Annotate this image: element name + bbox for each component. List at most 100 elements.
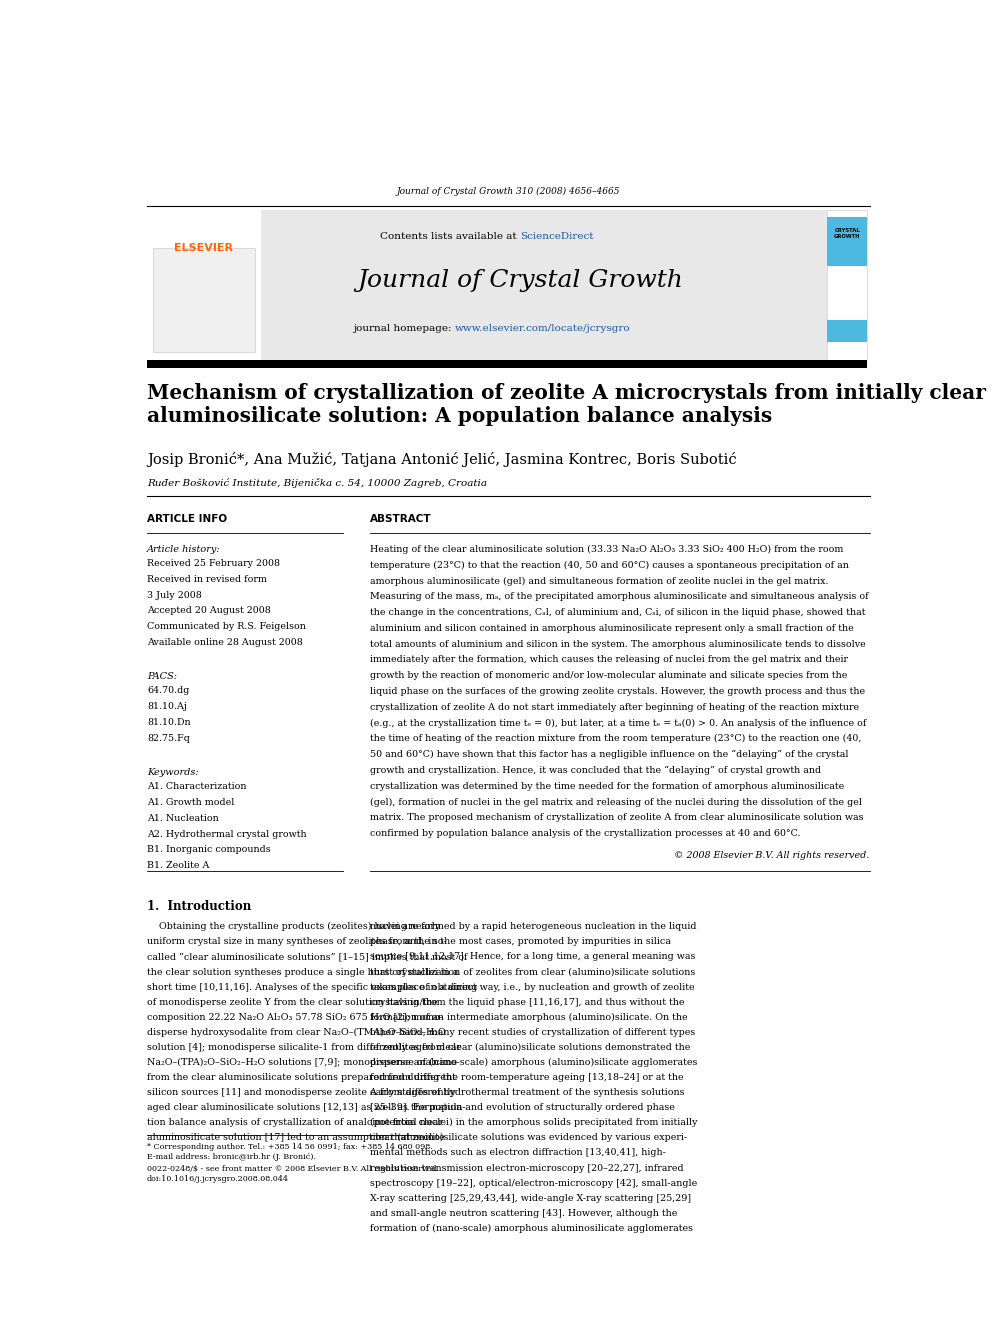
Text: temperature (23°C) to that the reaction (40, 50 and 60°C) causes a spontaneous p: temperature (23°C) to that the reaction … <box>370 561 849 570</box>
Bar <box>827 209 867 360</box>
Text: Journal of Crystal Growth 310 (2008) 4656–4665: Journal of Crystal Growth 310 (2008) 465… <box>397 188 620 196</box>
Text: composition 22.22 Na₂O Al₂O₃ 57.78 SiO₂ 675 H₂O [2]; mono-: composition 22.22 Na₂O Al₂O₃ 57.78 SiO₂ … <box>147 1012 443 1021</box>
Text: Obtaining the crystalline products (zeolites) having nearly: Obtaining the crystalline products (zeol… <box>147 922 440 931</box>
Bar <box>147 360 867 368</box>
Text: the time of heating of the reaction mixture from the room temperature (23°C) to : the time of heating of the reaction mixt… <box>370 734 861 744</box>
Text: called “clear aluminosilicate solutions” [1–15] implies that most of: called “clear aluminosilicate solutions”… <box>147 953 467 962</box>
Text: early stages of hydrothermal treatment of the synthesis solutions: early stages of hydrothermal treatment o… <box>370 1088 684 1097</box>
Text: confirmed by population balance analysis of the crystallization processes at 40 : confirmed by population balance analysis… <box>370 830 801 837</box>
Text: E-mail address: bronic@irb.hr (J. Bronić).: E-mail address: bronic@irb.hr (J. Bronić… <box>147 1154 316 1162</box>
Text: ScienceDirect: ScienceDirect <box>520 232 593 241</box>
Text: Available online 28 August 2008: Available online 28 August 2008 <box>147 638 303 647</box>
Text: crystallization of zeolite A do not start immediately after beginning of heating: crystallization of zeolite A do not star… <box>370 703 859 712</box>
Text: formed during the room-temperature ageing [13,18–24] or at the: formed during the room-temperature agein… <box>370 1073 683 1082</box>
Text: nuclei are formed by a rapid heterogeneous nucleation in the liquid: nuclei are formed by a rapid heterogeneo… <box>370 922 696 931</box>
Text: aluminosilicate solution [17] led to an assumption that zeolite: aluminosilicate solution [17] led to an … <box>147 1134 444 1142</box>
Text: A1. Growth model: A1. Growth model <box>147 798 234 807</box>
Text: (gel), formation of nuclei in the gel matrix and releasing of the nuclei during : (gel), formation of nuclei in the gel ma… <box>370 798 862 807</box>
Text: Article history:: Article history: <box>147 545 220 554</box>
Text: growth and crystallization. Hence, it was concluded that the “delaying” of cryst: growth and crystallization. Hence, it wa… <box>370 766 821 775</box>
Text: 1.  Introduction: 1. Introduction <box>147 900 251 913</box>
Text: Received 25 February 2008: Received 25 February 2008 <box>147 560 280 568</box>
Text: spectroscopy [19–22], optical/electron-microscopy [42], small-angle: spectroscopy [19–22], optical/electron-m… <box>370 1179 697 1188</box>
Text: solution [4]; monodisperse silicalite-1 from differently aged clear: solution [4]; monodisperse silicalite-1 … <box>147 1043 461 1052</box>
Bar <box>827 217 867 266</box>
Text: that crystallization of zeolites from clear (alumino)silicate solutions: that crystallization of zeolites from cl… <box>370 967 695 976</box>
Text: tion balance analysis of crystallization of analcime from clear: tion balance analysis of crystallization… <box>147 1118 443 1127</box>
Text: © 2008 Elsevier B.V. All rights reserved.: © 2008 Elsevier B.V. All rights reserved… <box>675 851 870 860</box>
Text: total amounts of aluminium and silicon in the system. The amorphous aluminosilic: total amounts of aluminium and silicon i… <box>370 639 866 648</box>
Text: A1. Characterization: A1. Characterization <box>147 782 247 791</box>
Text: ELSEVIER: ELSEVIER <box>175 243 233 253</box>
Bar <box>147 209 261 360</box>
Text: Measuring of the mass, mₐ, of the precipitated amorphous aluminosilicate and sim: Measuring of the mass, mₐ, of the precip… <box>370 593 869 601</box>
Text: doi:10.1016/j.jcrysgro.2008.08.044: doi:10.1016/j.jcrysgro.2008.08.044 <box>147 1175 289 1184</box>
Text: Contents lists available at: Contents lists available at <box>380 232 520 241</box>
Bar <box>153 249 255 352</box>
Text: A1. Nucleation: A1. Nucleation <box>147 814 219 823</box>
Text: mental methods such as electron diffraction [13,40,41], high-: mental methods such as electron diffract… <box>370 1148 666 1158</box>
Text: of zeolites from clear (alumino)silicate solutions demonstrated the: of zeolites from clear (alumino)silicate… <box>370 1043 690 1052</box>
Text: Journal of Crystal Growth: Journal of Crystal Growth <box>357 269 682 292</box>
Text: B1. Inorganic compounds: B1. Inorganic compounds <box>147 845 271 855</box>
Text: immediately after the formation, which causes the releasing of nuclei from the g: immediately after the formation, which c… <box>370 655 848 664</box>
Bar <box>147 209 827 360</box>
Text: the clear solution syntheses produce a single burst of nuclei in a: the clear solution syntheses produce a s… <box>147 967 458 976</box>
Text: 82.75.Fq: 82.75.Fq <box>147 734 189 742</box>
Text: clear (alumino)silicate solutions was evidenced by various experi-: clear (alumino)silicate solutions was ev… <box>370 1134 687 1143</box>
Text: PACS:: PACS: <box>147 672 177 681</box>
Text: (e.g., at the crystallization time tₑ = 0), but later, at a time tₑ = tₐ(0) > 0.: (e.g., at the crystallization time tₑ = … <box>370 718 866 728</box>
Text: of monodisperse zeolite Y from the clear solution having the: of monodisperse zeolite Y from the clear… <box>147 998 437 1007</box>
Text: matrix. The proposed mechanism of crystallization of zeolite A from clear alumin: matrix. The proposed mechanism of crysta… <box>370 814 863 823</box>
Text: 81.10.Dn: 81.10.Dn <box>147 718 190 728</box>
Text: aged clear aluminosilicate solutions [12,13] as well as the popula-: aged clear aluminosilicate solutions [12… <box>147 1103 465 1113</box>
Text: 3 July 2008: 3 July 2008 <box>147 590 201 599</box>
Text: from the clear aluminosilicate solutions prepared from different: from the clear aluminosilicate solutions… <box>147 1073 455 1082</box>
Text: and small-angle neutron scattering [43]. However, although the: and small-angle neutron scattering [43].… <box>370 1209 678 1217</box>
Text: takes place in a direct way, i.e., by nucleation and growth of zeolite: takes place in a direct way, i.e., by nu… <box>370 983 694 992</box>
Text: 0022-0248/$ - see front matter © 2008 Elsevier B.V. All rights reserved.: 0022-0248/$ - see front matter © 2008 El… <box>147 1166 439 1174</box>
Text: Na₂O–(TPA)₂O–SiO₂–H₂O solutions [7,9]; monodisperse analcime: Na₂O–(TPA)₂O–SiO₂–H₂O solutions [7,9]; m… <box>147 1058 457 1068</box>
Text: journal homepage:: journal homepage: <box>353 324 454 333</box>
Text: phase, and, in the most cases, promoted by impurities in silica: phase, and, in the most cases, promoted … <box>370 938 671 946</box>
Text: 81.10.Aj: 81.10.Aj <box>147 703 186 712</box>
Text: silicon sources [11] and monodisperse zeolite A from differently: silicon sources [11] and monodisperse ze… <box>147 1088 456 1097</box>
Text: other hand, many recent studies of crystallization of different types: other hand, many recent studies of cryst… <box>370 1028 695 1037</box>
Text: disperse hydroxysodalite from clear Na₂O–(TMA)₂O–SiO₂–H₂O: disperse hydroxysodalite from clear Na₂O… <box>147 1028 445 1037</box>
Text: source [9,11,12,17]. Hence, for a long time, a general meaning was: source [9,11,12,17]. Hence, for a long t… <box>370 953 695 962</box>
Text: crystals in/from the liquid phase [11,16,17], and thus without the: crystals in/from the liquid phase [11,16… <box>370 998 684 1007</box>
Text: B1. Zeolite A: B1. Zeolite A <box>147 861 209 871</box>
Text: X-ray scattering [25,29,43,44], wide-angle X-ray scattering [25,29]: X-ray scattering [25,29,43,44], wide-ang… <box>370 1193 691 1203</box>
Text: presence of (nano-scale) amorphous (alumino)silicate agglomerates: presence of (nano-scale) amorphous (alum… <box>370 1058 697 1068</box>
Text: A2. Hydrothermal crystal growth: A2. Hydrothermal crystal growth <box>147 830 307 839</box>
Text: 50 and 60°C) have shown that this factor has a negligible influence on the “dela: 50 and 60°C) have shown that this factor… <box>370 750 848 759</box>
Text: Ruđer Bošković Institute, Bijenička c. 54, 10000 Zagreb, Croatia: Ruđer Bošković Institute, Bijenička c. 5… <box>147 478 487 488</box>
Text: www.elsevier.com/locate/jcrysgro: www.elsevier.com/locate/jcrysgro <box>454 324 630 333</box>
Text: Heating of the clear aluminosilicate solution (33.33 Na₂O Al₂O₃ 3.33 SiO₂ 400 H₂: Heating of the clear aluminosilicate sol… <box>370 545 843 554</box>
Text: amorphous aluminosilicate (gel) and simultaneous formation of zeolite nuclei in : amorphous aluminosilicate (gel) and simu… <box>370 577 828 586</box>
Text: uniform crystal size in many syntheses of zeolites from the so-: uniform crystal size in many syntheses o… <box>147 938 446 946</box>
Text: formation of an intermediate amorphous (alumino)silicate. On the: formation of an intermediate amorphous (… <box>370 1012 687 1021</box>
Text: Keywords:: Keywords: <box>147 767 198 777</box>
Text: Mechanism of crystallization of zeolite A microcrystals from initially clear
alu: Mechanism of crystallization of zeolite … <box>147 382 986 426</box>
Text: ARTICLE INFO: ARTICLE INFO <box>147 515 227 524</box>
Text: * Corresponding author. Tel.: +385 14 56 0991; fax: +385 14 680 098.: * Corresponding author. Tel.: +385 14 56… <box>147 1143 433 1151</box>
Text: Received in revised form: Received in revised form <box>147 576 267 583</box>
Text: 64.70.dg: 64.70.dg <box>147 687 189 696</box>
Text: CRYSTAL
GROWTH: CRYSTAL GROWTH <box>834 228 861 239</box>
Text: crystallization was determined by the time needed for the formation of amorphous: crystallization was determined by the ti… <box>370 782 844 791</box>
Text: [25–39]. Formation and evolution of structurally ordered phase: [25–39]. Formation and evolution of stru… <box>370 1103 675 1113</box>
Text: ABSTRACT: ABSTRACT <box>370 515 432 524</box>
Text: resolution transmission electron-microscopy [20–22,27], infrared: resolution transmission electron-microsc… <box>370 1163 683 1172</box>
Text: aluminium and silicon contained in amorphous aluminosilicate represent only a sm: aluminium and silicon contained in amorp… <box>370 624 854 632</box>
Text: Accepted 20 August 2008: Accepted 20 August 2008 <box>147 606 271 615</box>
Text: formation of (nano-scale) amorphous aluminosilicate agglomerates: formation of (nano-scale) amorphous alum… <box>370 1224 693 1233</box>
Text: short time [10,11,16]. Analyses of the specific examples of obtaining: short time [10,11,16]. Analyses of the s… <box>147 983 477 992</box>
Text: growth by the reaction of monomeric and/or low-molecular aluminate and silicate : growth by the reaction of monomeric and/… <box>370 671 847 680</box>
Bar <box>827 320 867 343</box>
Text: (potential nuclei) in the amorphous solids precipitated from initially: (potential nuclei) in the amorphous soli… <box>370 1118 697 1127</box>
Text: Communicated by R.S. Feigelson: Communicated by R.S. Feigelson <box>147 622 306 631</box>
Text: liquid phase on the surfaces of the growing zeolite crystals. However, the growt: liquid phase on the surfaces of the grow… <box>370 687 865 696</box>
Text: the change in the concentrations, Cₐl, of aluminium and, Cₛi, of silicon in the : the change in the concentrations, Cₐl, o… <box>370 609 865 617</box>
Text: Josip Bronić*, Ana Mužić, Tatjana Antonić Jelić, Jasmina Kontrec, Boris Subotić: Josip Bronić*, Ana Mužić, Tatjana Antoni… <box>147 452 737 467</box>
